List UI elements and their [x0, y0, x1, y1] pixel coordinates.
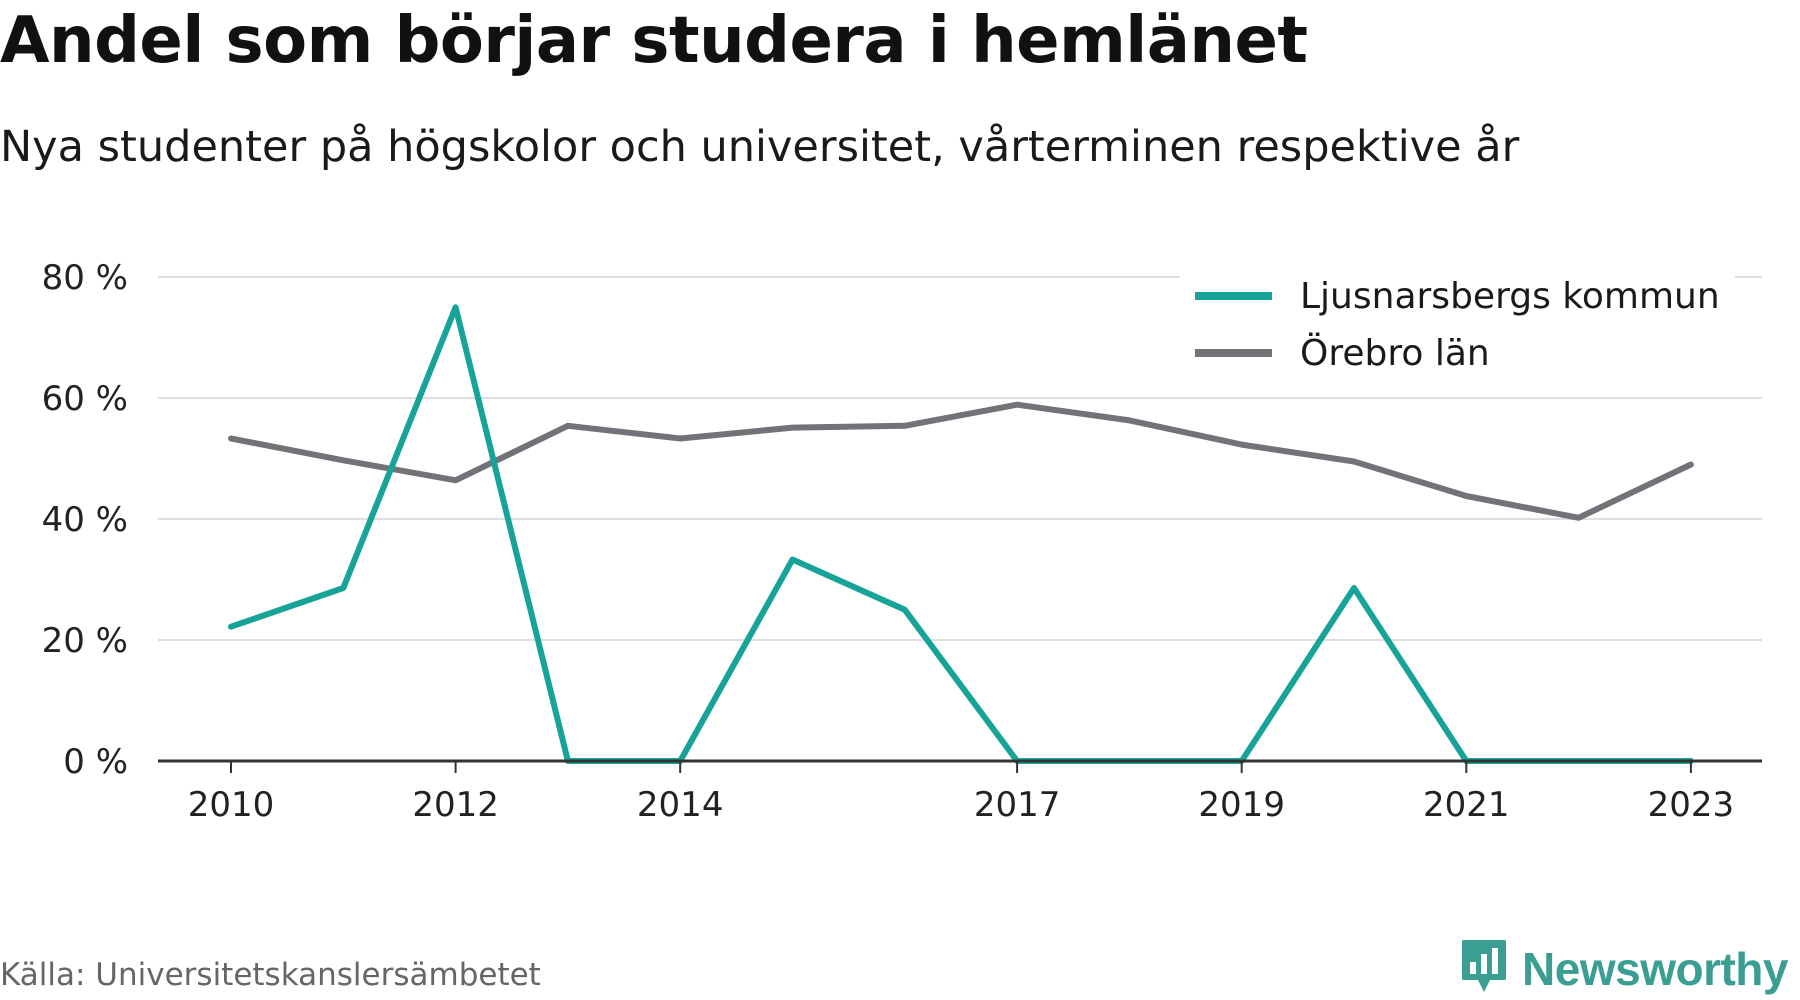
brand-name: Newsworthy	[1522, 943, 1788, 995]
x-tick-label: 2014	[637, 785, 724, 825]
y-tick-label: 60 %	[42, 379, 128, 419]
legend: Ljusnarsbergs kommun Örebro län	[1180, 275, 1735, 385]
source-note: Källa: Universitetskanslersämbetet	[0, 957, 541, 993]
y-tick-label: 0 %	[63, 742, 128, 782]
series-line-0	[228, 304, 1694, 764]
x-tick-label: 2017	[974, 785, 1061, 825]
series-line-1	[228, 401, 1694, 521]
x-tick-label: 2010	[188, 785, 275, 825]
legend-label: Örebro län	[1300, 332, 1490, 374]
y-tick-label: 20 %	[42, 621, 128, 661]
axes: 0 % 20 % 40 % 60 % 80 % 2010 2012 2014 2017 2019 2…	[42, 258, 1762, 825]
chart-title: Andel som börjar studera i hemlänet	[0, 4, 1308, 78]
x-tick-label: 2019	[1198, 785, 1285, 825]
legend-background	[1180, 275, 1735, 385]
x-tick-label: 2023	[1648, 785, 1735, 825]
x-tick-label: 2021	[1423, 785, 1510, 825]
y-tick-label: 80 %	[42, 258, 128, 298]
y-tick-label: 40 %	[42, 500, 128, 540]
line-chart: 0 % 20 % 40 % 60 % 80 % 2010 2012 2014 2017 2019 2…	[42, 258, 1762, 825]
newsworthy-logo-icon	[1460, 938, 1508, 1000]
chart-subtitle: Nya studenter på högskolor och universit…	[0, 122, 1520, 172]
x-tick-label: 2012	[412, 785, 499, 825]
brand-logo: Newsworthy	[1460, 938, 1788, 1000]
legend-label: Ljusnarsbergs kommun	[1300, 276, 1720, 317]
series-lines	[228, 304, 1694, 764]
